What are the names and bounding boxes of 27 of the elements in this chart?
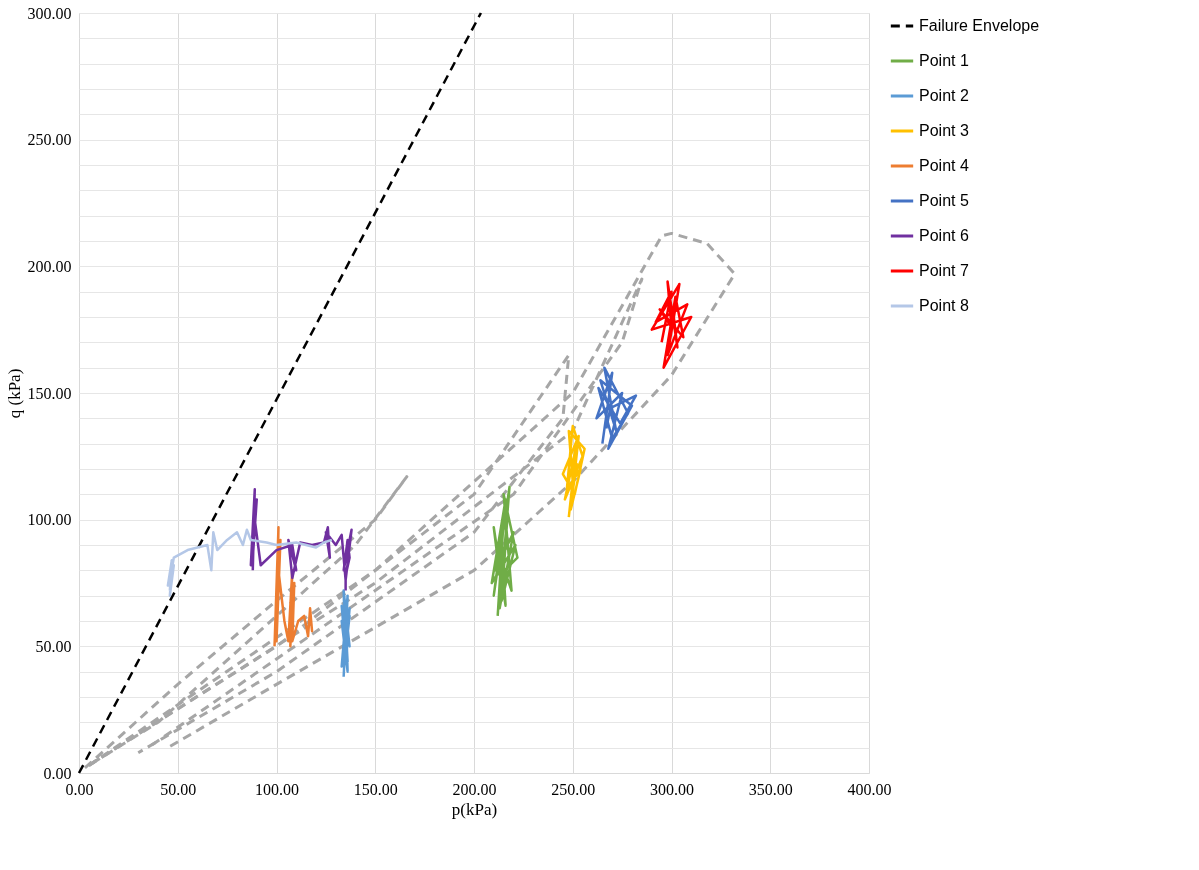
x-tick-label: 50.00: [160, 780, 197, 798]
x-tick-label: 250.00: [551, 780, 596, 798]
legend-label: Point 1: [919, 52, 969, 69]
x-tick-label: 150.00: [353, 780, 398, 798]
x-tick-label: 100.00: [255, 780, 299, 798]
legend-label: Point 8: [919, 297, 969, 314]
x-axis-title: p(kPa): [451, 799, 498, 819]
legend-label: Point 6: [919, 227, 969, 244]
y-tick-label: 100.00: [27, 511, 72, 529]
x-tick-label: 0.00: [65, 780, 94, 798]
x-tick-label: 300.00: [650, 780, 694, 798]
y-tick-label: 250.00: [27, 131, 72, 149]
y-tick-label: 200.00: [27, 257, 72, 275]
y-tick-label: 300.00: [27, 4, 72, 22]
x-tick-label: 350.00: [748, 780, 793, 798]
x-tick-label: 200.00: [452, 780, 497, 798]
legend-label: Failure Envelope: [919, 17, 1040, 34]
y-tick-label: 150.00: [27, 384, 72, 402]
legend-label: Point 2: [919, 87, 969, 104]
y-axis-title: q (kPa): [4, 368, 24, 419]
legend-label: Point 5: [919, 192, 969, 209]
legend-label: Point 4: [919, 157, 969, 174]
y-tick-label: 50.00: [35, 637, 72, 655]
legend-label: Point 3: [919, 122, 969, 139]
y-tick-label: 0.00: [43, 764, 72, 782]
x-tick-label: 400.00: [847, 780, 892, 798]
legend-label: Point 7: [919, 262, 969, 279]
